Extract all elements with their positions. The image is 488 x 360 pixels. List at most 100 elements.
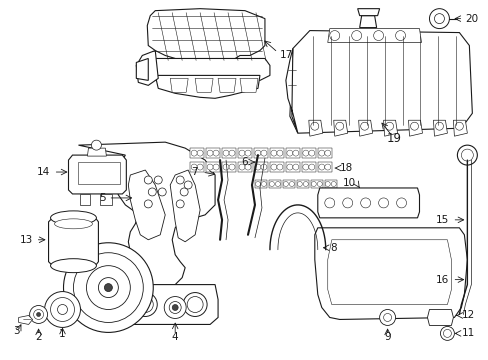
Polygon shape <box>81 194 90 205</box>
Circle shape <box>261 181 266 186</box>
Polygon shape <box>122 285 218 324</box>
Circle shape <box>302 150 308 156</box>
Circle shape <box>184 181 192 189</box>
Ellipse shape <box>50 259 96 273</box>
Polygon shape <box>222 162 236 172</box>
Polygon shape <box>333 120 347 136</box>
Circle shape <box>213 164 219 170</box>
Ellipse shape <box>50 211 96 225</box>
Polygon shape <box>310 180 322 188</box>
Circle shape <box>261 164 266 170</box>
Polygon shape <box>407 120 422 136</box>
Polygon shape <box>285 49 297 133</box>
Circle shape <box>440 327 453 340</box>
Circle shape <box>169 302 181 314</box>
Circle shape <box>329 31 339 41</box>
Circle shape <box>228 150 235 156</box>
Circle shape <box>276 150 283 156</box>
Circle shape <box>318 150 324 156</box>
Circle shape <box>137 297 153 312</box>
Circle shape <box>292 164 298 170</box>
Circle shape <box>158 188 166 196</box>
Circle shape <box>289 181 294 186</box>
Circle shape <box>244 164 250 170</box>
Circle shape <box>270 164 276 170</box>
Circle shape <box>283 181 288 186</box>
Circle shape <box>73 253 143 323</box>
Text: 10: 10 <box>343 178 356 188</box>
Text: 17: 17 <box>279 50 292 60</box>
Polygon shape <box>301 148 315 158</box>
Circle shape <box>254 150 261 156</box>
Polygon shape <box>452 120 467 136</box>
Circle shape <box>197 150 203 156</box>
Polygon shape <box>268 180 280 188</box>
Circle shape <box>433 14 444 24</box>
Text: 8: 8 <box>329 243 336 253</box>
Text: 18: 18 <box>339 163 352 173</box>
Circle shape <box>63 243 153 332</box>
Circle shape <box>223 150 228 156</box>
Polygon shape <box>155 75 260 98</box>
Polygon shape <box>195 78 213 92</box>
Polygon shape <box>238 148 251 158</box>
Circle shape <box>379 310 395 325</box>
Polygon shape <box>170 170 200 242</box>
Circle shape <box>86 266 130 310</box>
Polygon shape <box>136 58 148 80</box>
Polygon shape <box>383 120 397 136</box>
Circle shape <box>183 293 207 316</box>
Circle shape <box>187 297 203 312</box>
Text: 12: 12 <box>461 310 474 320</box>
Circle shape <box>456 145 476 165</box>
Text: 9: 9 <box>384 332 390 342</box>
Circle shape <box>330 181 336 186</box>
Circle shape <box>144 176 152 184</box>
Circle shape <box>410 122 418 130</box>
Polygon shape <box>190 148 203 158</box>
Text: 11: 11 <box>461 328 474 338</box>
Circle shape <box>318 164 324 170</box>
Circle shape <box>308 164 314 170</box>
Polygon shape <box>128 170 165 240</box>
Polygon shape <box>359 15 376 28</box>
Circle shape <box>428 9 448 28</box>
Polygon shape <box>269 148 284 158</box>
Polygon shape <box>289 31 471 133</box>
Circle shape <box>311 181 316 186</box>
Circle shape <box>351 31 361 41</box>
Circle shape <box>373 31 383 41</box>
Polygon shape <box>238 162 251 172</box>
Circle shape <box>191 164 197 170</box>
Circle shape <box>58 305 67 315</box>
Text: 7: 7 <box>191 167 198 177</box>
Polygon shape <box>78 142 215 321</box>
Circle shape <box>443 329 450 337</box>
Circle shape <box>324 198 334 208</box>
Text: 20: 20 <box>465 14 478 24</box>
Circle shape <box>154 176 162 184</box>
Circle shape <box>197 164 203 170</box>
Polygon shape <box>170 78 188 92</box>
Polygon shape <box>317 188 419 218</box>
Circle shape <box>385 122 393 130</box>
Circle shape <box>395 31 405 41</box>
Circle shape <box>308 150 314 156</box>
Polygon shape <box>432 120 447 136</box>
Text: 13: 13 <box>20 235 33 245</box>
Circle shape <box>34 310 43 319</box>
Circle shape <box>297 181 302 186</box>
Polygon shape <box>240 78 258 92</box>
Polygon shape <box>253 162 267 172</box>
Circle shape <box>144 200 152 208</box>
Circle shape <box>383 314 391 321</box>
Polygon shape <box>218 78 236 92</box>
Polygon shape <box>190 162 203 172</box>
Circle shape <box>360 122 368 130</box>
Circle shape <box>435 122 443 130</box>
Circle shape <box>172 305 178 310</box>
Polygon shape <box>327 240 450 305</box>
Circle shape <box>148 188 156 196</box>
Circle shape <box>91 140 101 150</box>
Circle shape <box>207 164 213 170</box>
